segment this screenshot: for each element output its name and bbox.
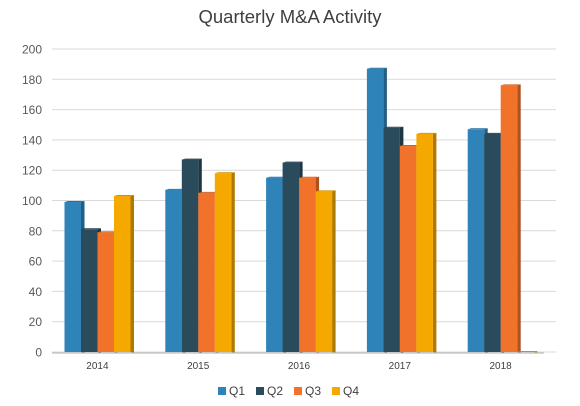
bar-2017-Q4: [416, 132, 437, 353]
y-tick-label: 100: [22, 194, 42, 208]
y-tick-label: 40: [29, 285, 43, 299]
bars: [64, 67, 538, 354]
y-tick-label: 120: [22, 164, 42, 178]
axes: 0 20 40 60 80 100 120 140 160 180 200 2014 2015 2016 2…: [22, 43, 544, 372]
legend-item-Q2: Q2: [256, 384, 283, 398]
x-tick-label: 2016: [288, 361, 311, 372]
x-tick-label: 2015: [187, 361, 210, 372]
y-tick-label: 80: [29, 224, 43, 238]
legend: Q1 Q2 Q3 Q4: [218, 384, 359, 398]
legend-label: Q2: [267, 384, 283, 398]
chart-title: Quarterly M&A Activity: [198, 6, 382, 27]
legend-item-Q3: Q3: [294, 384, 321, 398]
y-tick-label: 0: [35, 346, 42, 360]
y-tick-label: 200: [22, 43, 42, 57]
bar-2018-Q3: [500, 84, 521, 354]
legend-label: Q1: [229, 384, 245, 398]
legend-item-Q4: Q4: [332, 384, 359, 398]
bar-2016-Q4: [315, 190, 336, 353]
legend-item-Q1: Q1: [218, 384, 245, 398]
bar-2015-Q4: [214, 172, 235, 353]
x-tick-label: 2014: [86, 361, 109, 372]
y-tick-label: 20: [29, 315, 43, 329]
x-tick-label: 2017: [389, 361, 412, 372]
y-tick-label: 60: [29, 255, 43, 269]
bar-2014-Q4: [114, 194, 134, 353]
y-tick-label: 180: [22, 73, 42, 87]
y-tick-label: 160: [22, 103, 42, 117]
y-tick-label: 140: [22, 133, 42, 147]
legend-label: Q4: [343, 384, 359, 398]
x-tick-label: 2018: [489, 361, 512, 372]
legend-label: Q3: [305, 384, 321, 398]
